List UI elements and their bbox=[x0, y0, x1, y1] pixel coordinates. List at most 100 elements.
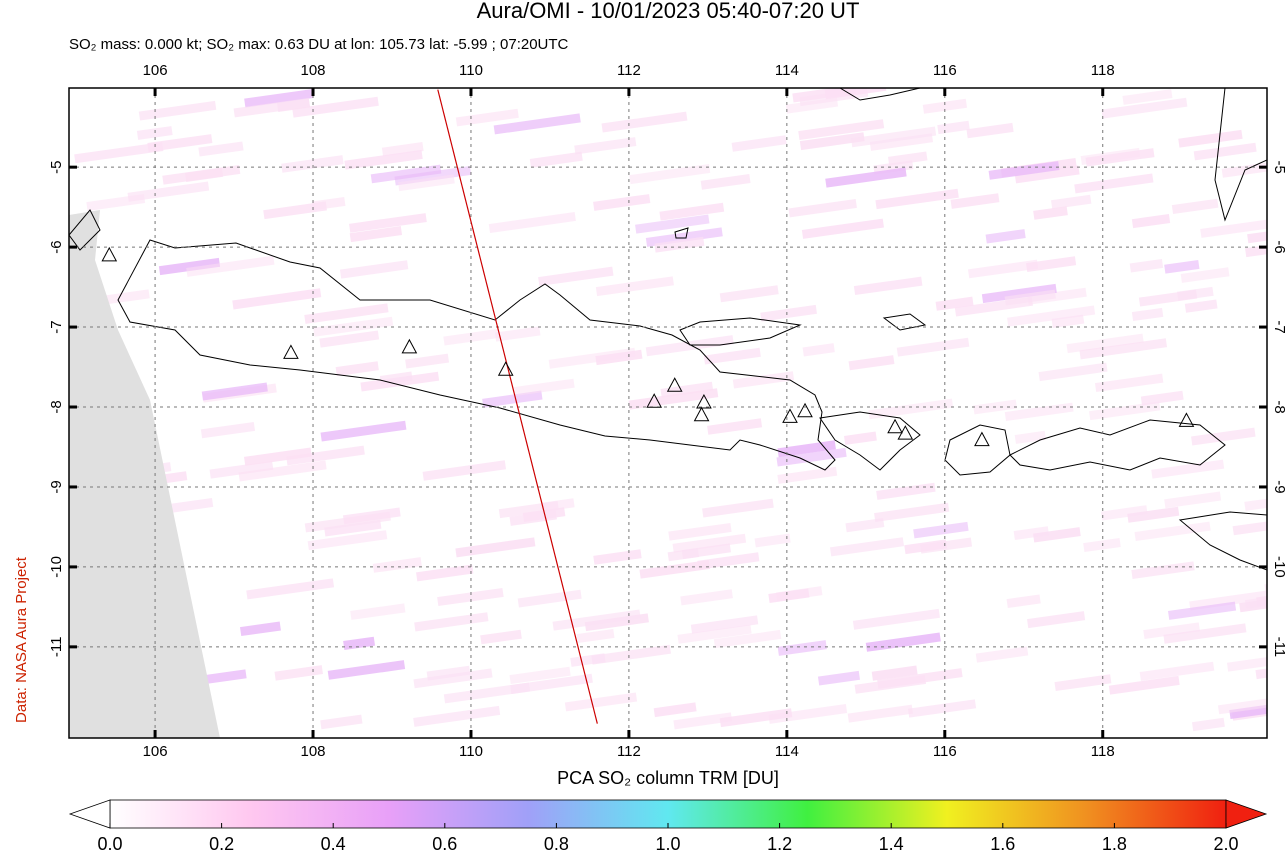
retrieval-pixel bbox=[1083, 538, 1121, 553]
grid bbox=[69, 88, 1267, 738]
y-tick-label: -7 bbox=[48, 320, 65, 333]
colorbar-tick-label: 0.4 bbox=[321, 834, 346, 854]
volcano-marker bbox=[646, 393, 663, 408]
retrieval-pixel bbox=[848, 355, 895, 371]
volcano-marker bbox=[401, 338, 418, 354]
volcano-marker bbox=[782, 408, 798, 423]
retrieval-pixel bbox=[673, 712, 733, 730]
retrieval-pixel bbox=[776, 586, 823, 602]
retrieval-pixel bbox=[1138, 289, 1198, 307]
retrieval-pixel bbox=[659, 202, 725, 221]
retrieval-pixel bbox=[1221, 159, 1267, 178]
retrieval-pixel bbox=[595, 349, 643, 366]
retrieval-pixel bbox=[785, 97, 839, 114]
orbit-track bbox=[437, 89, 598, 724]
retrieval-pixel bbox=[147, 134, 213, 152]
retrieval-pixel bbox=[1101, 97, 1188, 119]
retrieval-pixel bbox=[488, 212, 576, 233]
retrieval-pixel bbox=[1163, 623, 1247, 644]
coastline bbox=[679, 317, 802, 346]
retrieval-pixel bbox=[1200, 219, 1267, 238]
volcano-marker bbox=[666, 377, 683, 392]
retrieval-pixel bbox=[186, 255, 275, 277]
retrieval-pixel bbox=[200, 421, 256, 439]
retrieval-pixel bbox=[335, 361, 379, 377]
coastline bbox=[839, 88, 921, 101]
retrieval-pixel bbox=[777, 466, 838, 484]
retrieval-pixel bbox=[324, 519, 382, 537]
retrieval-pixel bbox=[760, 304, 817, 322]
retrieval-pixel bbox=[209, 460, 274, 479]
retrieval-pixel bbox=[865, 632, 941, 652]
retrieval-pixel bbox=[517, 589, 582, 608]
retrieval-pixel bbox=[635, 214, 710, 234]
retrieval-pixel bbox=[904, 539, 948, 555]
retrieval-pixel bbox=[888, 151, 928, 166]
retrieval-pixel bbox=[564, 692, 638, 712]
retrieval-pixel bbox=[372, 557, 422, 573]
y-tick-label: -5 bbox=[1271, 160, 1288, 173]
retrieval-pixel bbox=[342, 507, 401, 525]
y-tick-label: -8 bbox=[1271, 400, 1288, 413]
retrieval-pixel bbox=[1006, 594, 1041, 609]
retrieval-pixel bbox=[922, 98, 968, 114]
volcano-marker bbox=[797, 402, 813, 418]
retrieval-pixel bbox=[198, 141, 244, 157]
retrieval-pixel bbox=[540, 498, 575, 512]
retrieval-pixel bbox=[1247, 228, 1267, 244]
retrieval-pixel bbox=[307, 530, 388, 551]
retrieval-pixel bbox=[702, 498, 774, 518]
coastline bbox=[1009, 419, 1226, 471]
coastline bbox=[882, 313, 927, 331]
retrieval-pixel bbox=[513, 378, 575, 396]
retrieval-pixel bbox=[1264, 577, 1267, 594]
retrieval-pixel bbox=[967, 259, 1039, 279]
retrieval-pixel bbox=[1074, 173, 1154, 194]
retrieval-pixel bbox=[601, 111, 688, 133]
retrieval-pixel bbox=[645, 227, 723, 247]
x-tick-label: 108 bbox=[301, 743, 326, 760]
retrieval-pixel bbox=[510, 673, 593, 695]
volcano-marker bbox=[1178, 412, 1195, 427]
retrieval-pixel bbox=[1140, 390, 1184, 406]
retrieval-pixel bbox=[1131, 214, 1171, 229]
retrieval-pixel bbox=[645, 335, 734, 357]
retrieval-pixel bbox=[660, 381, 714, 398]
y-tick-label: -9 bbox=[1271, 480, 1288, 493]
retrieval-pixel bbox=[1139, 661, 1215, 681]
retrieval-pixel bbox=[639, 560, 711, 579]
retrieval-pixel bbox=[907, 699, 977, 718]
axes: 106 106 108 108 110 110 112 112 114 114 116 116 118 1… bbox=[48, 62, 1288, 760]
coastlines bbox=[69, 88, 1267, 571]
retrieval-pixel bbox=[629, 163, 711, 185]
retrieval-pixel bbox=[1193, 142, 1257, 161]
retrieval-pixel bbox=[913, 521, 969, 539]
retrieval-pixel bbox=[443, 682, 531, 704]
retrieval-pixel bbox=[690, 615, 759, 634]
retrieval-pixel bbox=[239, 621, 281, 637]
retrieval-pixel bbox=[1027, 611, 1086, 629]
retrieval-pixel bbox=[829, 537, 905, 557]
retrieval-pixel bbox=[975, 646, 1029, 663]
colorbar-tick-label: 2.0 bbox=[1213, 834, 1238, 854]
retrieval-pixel bbox=[455, 108, 519, 127]
retrieval-pixel bbox=[966, 122, 1014, 139]
retrieval-pixel bbox=[768, 704, 848, 724]
retrieval-pixel bbox=[437, 587, 504, 607]
retrieval-pixel bbox=[74, 142, 164, 164]
retrieval-pixel bbox=[509, 666, 571, 685]
retrieval-pixel bbox=[1094, 373, 1164, 393]
retrieval-pixel bbox=[292, 96, 379, 118]
colorbar-tick-label: 1.6 bbox=[990, 834, 1015, 854]
x-tick-label: 118 bbox=[1091, 62, 1115, 79]
retrieval-pixel bbox=[1054, 674, 1112, 692]
y-tick-label: -9 bbox=[48, 480, 65, 493]
retrieval-pixel bbox=[416, 564, 474, 582]
y-tick-label: -10 bbox=[48, 556, 65, 578]
retrieval-pixel bbox=[1129, 259, 1164, 273]
retrieval-pixel bbox=[127, 181, 210, 202]
retrieval-pixel bbox=[672, 533, 747, 553]
no-data-region bbox=[69, 210, 220, 738]
retrieval-pixel bbox=[798, 119, 885, 141]
volcano-marker bbox=[101, 246, 118, 262]
